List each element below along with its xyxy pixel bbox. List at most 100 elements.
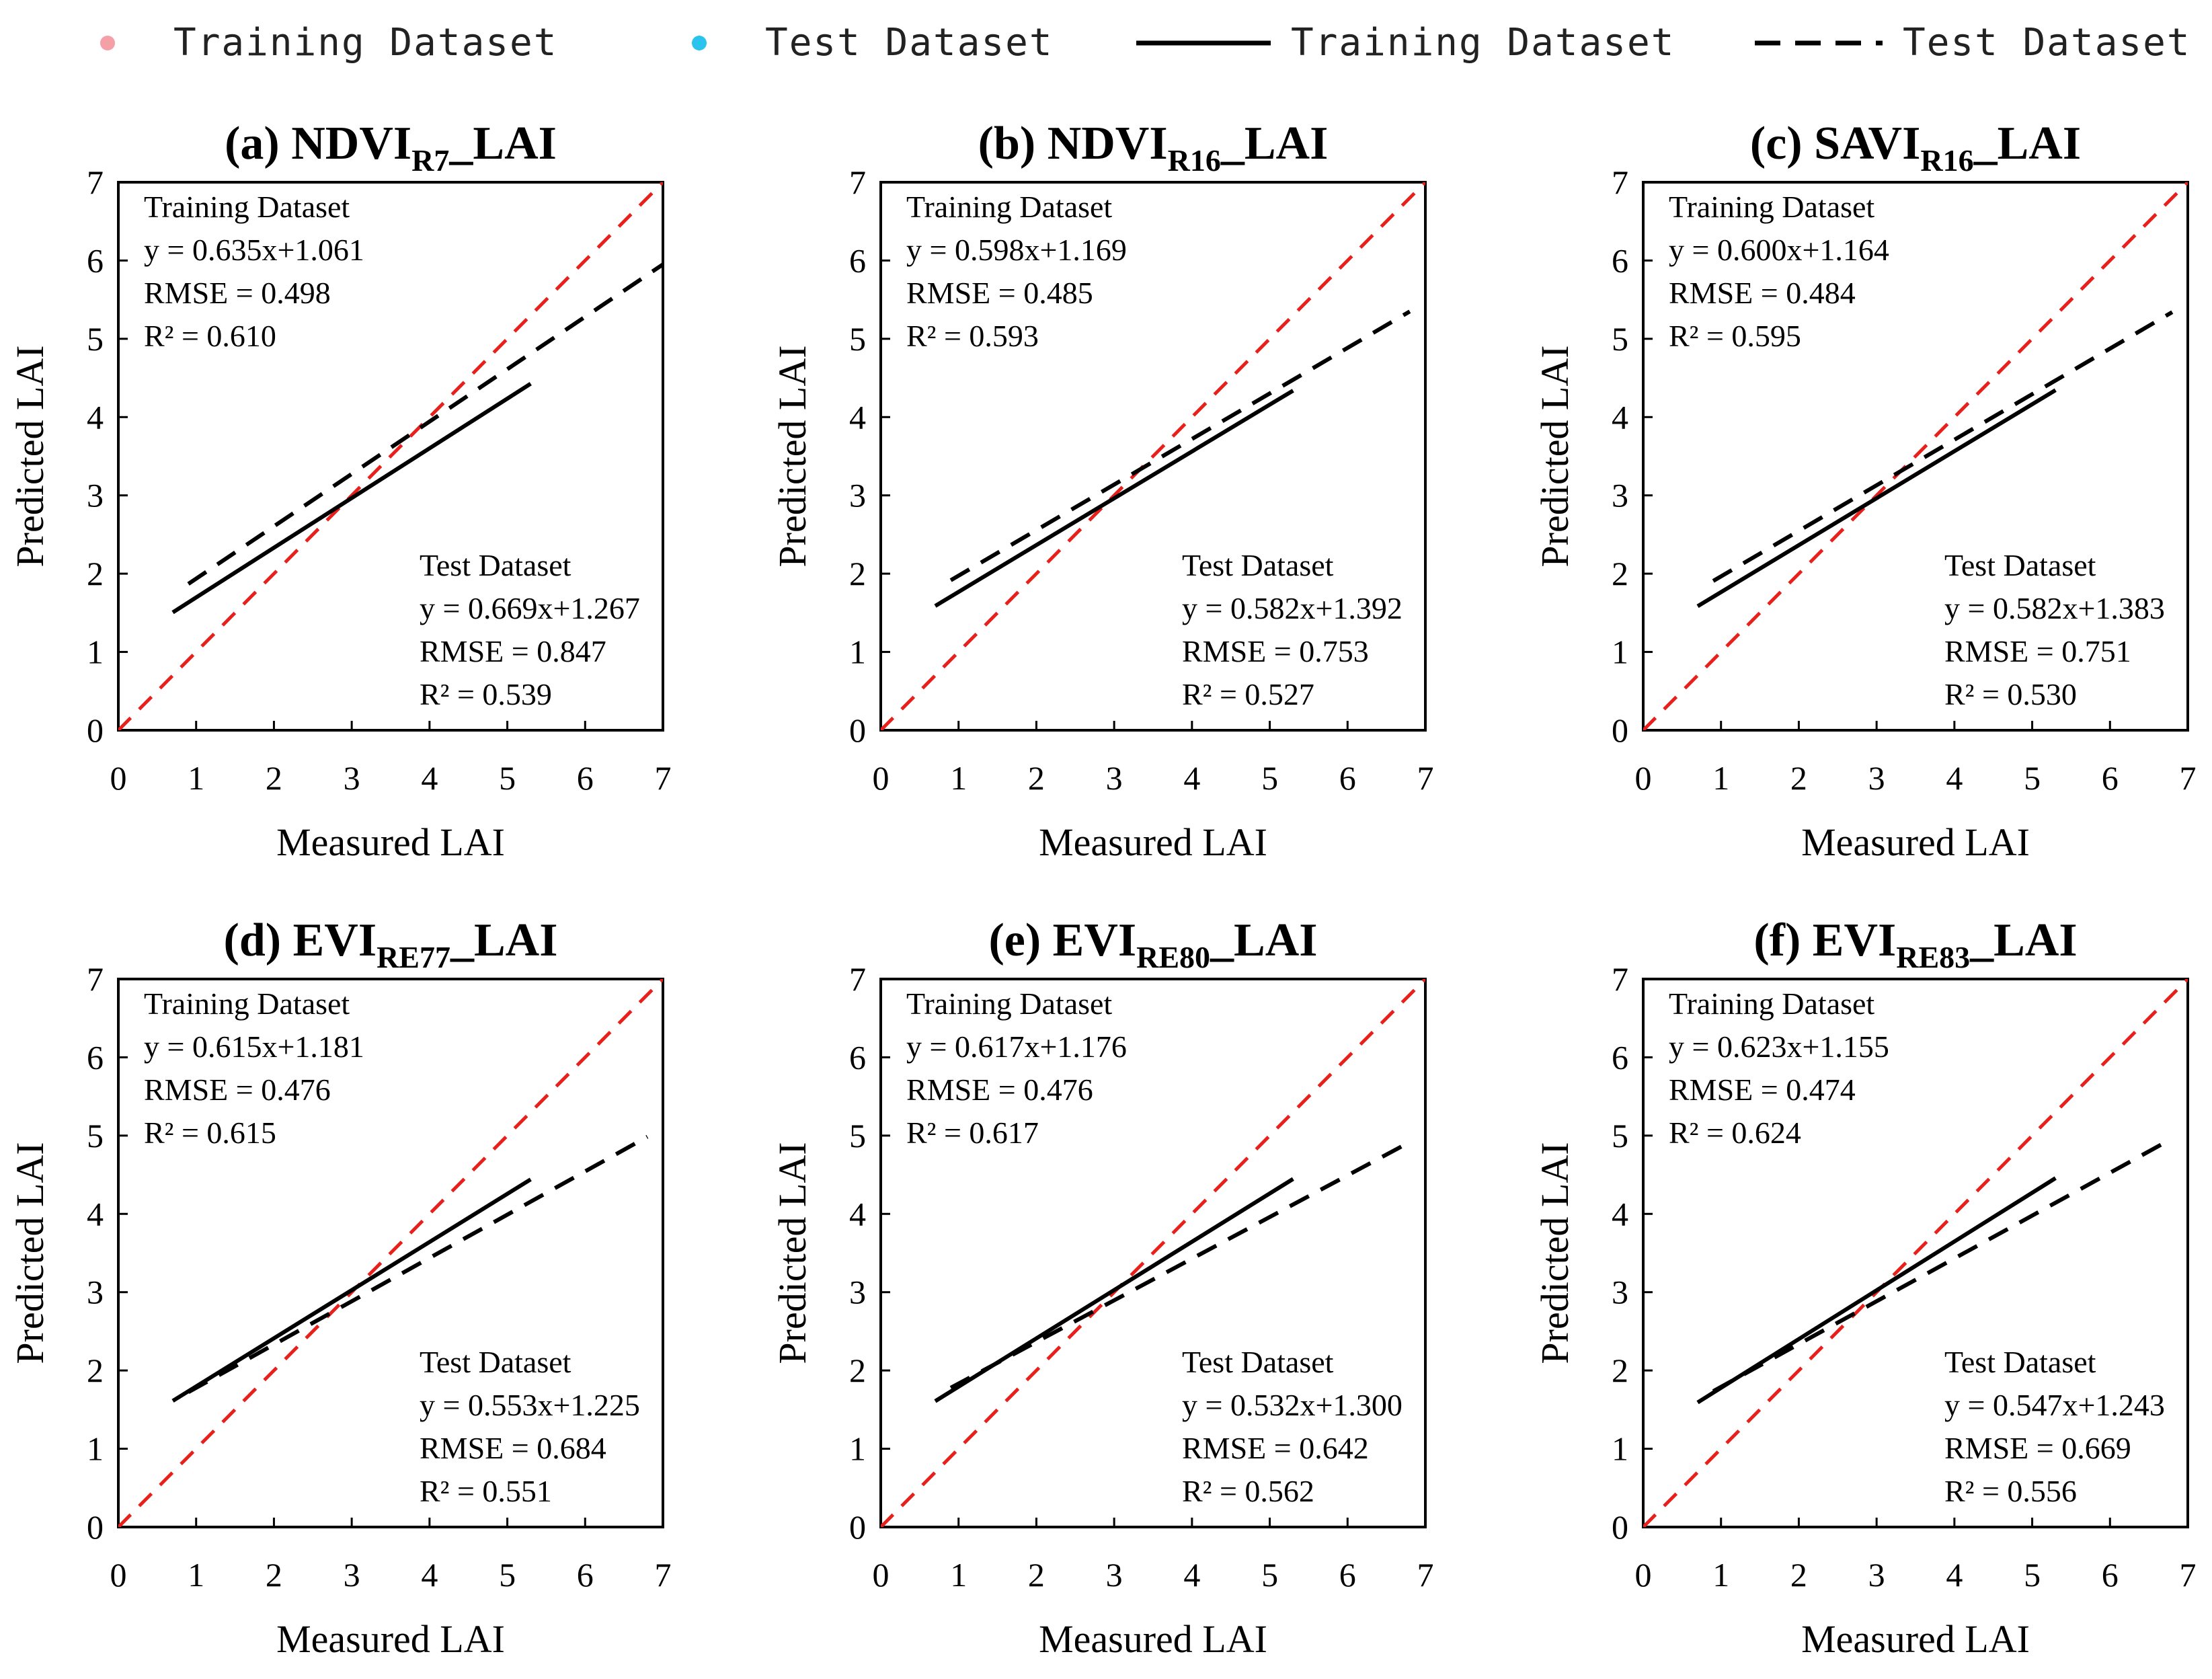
regression-lines	[118, 182, 663, 730]
y-tick-label: 7	[87, 960, 104, 998]
x-tick-label: 0	[873, 759, 890, 797]
training-annotation-heading: Training Dataset	[144, 190, 350, 224]
x-axis-label: Measured LAI	[276, 820, 505, 864]
test-annotation-equation: y = 0.582x+1.392	[1182, 591, 1403, 625]
y-axis-label: Predicted LAI	[771, 345, 814, 567]
training-annotation-r2: R² = 0.624	[1669, 1116, 1801, 1150]
regression-lines	[881, 979, 1425, 1527]
x-tick-label: 2	[1790, 759, 1807, 797]
training-annotation-r2: R² = 0.595	[1669, 319, 1801, 353]
y-axis-label: Predicted LAI	[8, 1142, 52, 1364]
x-tick-label: 5	[499, 1556, 516, 1594]
chart-title-main: (f) EVI	[1753, 914, 1896, 966]
x-tick-label: 3	[1106, 1556, 1123, 1594]
y-tick-label: 6	[849, 241, 866, 279]
identity-line	[118, 182, 663, 730]
y-tick-label: 5	[849, 1117, 866, 1155]
x-tick-label: 3	[344, 1556, 360, 1594]
x-tick-label: 7	[655, 1556, 672, 1594]
y-tick-label: 4	[1612, 398, 1628, 436]
training-fit-line	[171, 382, 532, 615]
x-tick-label: 4	[1183, 1556, 1200, 1594]
y-tick-label: 7	[1612, 960, 1628, 998]
identity-line	[1643, 182, 2188, 730]
chart-title-tail: _LAI	[1220, 118, 1328, 169]
training-annotation-heading: Training Dataset	[1669, 190, 1874, 224]
x-tick-label: 0	[1635, 1556, 1652, 1594]
chart-panel: (e) EVIRE80_LAI 00 1 1 2 2 3 3 4 4 5 5 6 6 7 7 Measured …	[771, 914, 1434, 1661]
x-tick-label: 1	[188, 1556, 204, 1594]
training-annotation-equation: y = 0.617x+1.176	[906, 1029, 1127, 1064]
y-axis-label: Predicted LAI	[1533, 345, 1577, 567]
training-annotation-heading: Training Dataset	[906, 986, 1112, 1021]
x-tick-label: 4	[1946, 759, 1963, 797]
chart-title: (f) EVIRE83_LAI	[1753, 914, 2077, 974]
x-tick-label: 1	[188, 759, 204, 797]
y-axis-label: Predicted LAI	[771, 1142, 814, 1364]
plot-frame	[117, 181, 664, 732]
test-fit-line	[1712, 310, 2174, 583]
training-annotation-equation: y = 0.598x+1.169	[906, 233, 1127, 267]
chart-title-main: (c) SAVI	[1750, 118, 1920, 169]
training-fit-line	[171, 1177, 532, 1403]
chart-title-main: (d) EVI	[224, 914, 377, 966]
plot-frame	[879, 978, 1427, 1528]
x-tick-label: 5	[1261, 759, 1278, 797]
training-annotation-heading: Training Dataset	[1669, 986, 1874, 1021]
chart-title-tail: _LAI	[1210, 914, 1317, 966]
test-annotation-r2: R² = 0.539	[420, 677, 552, 711]
training-annotation-equation: y = 0.615x+1.181	[144, 1029, 364, 1064]
x-tick-label: 7	[2180, 759, 2197, 797]
x-tick-label: 2	[266, 759, 282, 797]
y-tick-label: 0	[1612, 711, 1628, 749]
chart-panel: (c) SAVIR16_LAI 00 1 1 2 2 3 3 4 4 5 5 6 6 7 7 Measured …	[1533, 118, 2197, 864]
y-tick-label: 1	[87, 633, 104, 671]
chart-panel: (f) EVIRE83_LAI 00 1 1 2 2 3 3 4 4 5 5 6 6 7 7 Measured …	[1533, 914, 2197, 1661]
plot-frame	[1642, 978, 2189, 1528]
legend: Training Dataset Test Dataset Training Dat…	[100, 21, 2190, 65]
y-tick-label: 3	[849, 477, 866, 514]
identity-line	[118, 979, 663, 1527]
x-tick-label: 1	[950, 759, 967, 797]
training-fit-line	[1696, 388, 2057, 609]
test-annotation-heading: Test Dataset	[420, 1345, 571, 1379]
y-tick-label: 4	[87, 1195, 104, 1233]
y-tick-label: 6	[87, 1038, 104, 1076]
x-tick-label: 7	[655, 759, 672, 797]
y-tick-label: 3	[87, 1274, 104, 1311]
x-tick-label: 7	[1417, 759, 1434, 797]
y-tick-label: 2	[87, 1352, 104, 1389]
test-annotation-heading: Test Dataset	[420, 548, 571, 582]
training-annotation-rmse: RMSE = 0.476	[906, 1072, 1093, 1107]
test-annotation-rmse: RMSE = 0.669	[1944, 1431, 2131, 1465]
chart-title-main: (e) EVI	[988, 914, 1136, 966]
y-tick-label: 6	[87, 241, 104, 279]
identity-line	[1643, 979, 2188, 1527]
training-annotation-rmse: RMSE = 0.485	[906, 276, 1093, 310]
legend-item: Training Dataset	[1136, 21, 1673, 65]
x-tick-label: 7	[2180, 1556, 2197, 1594]
y-tick-label: 0	[87, 1508, 104, 1546]
x-tick-label: 3	[1106, 759, 1123, 797]
training-fit-line	[934, 389, 1294, 608]
chart-panel: (a) NDVIR7_LAI 00 1 1 2 2 3 3 4 4 5 5 6 6 7 7 Measured L…	[8, 118, 672, 864]
chart-title-subscript: R16	[1920, 143, 1973, 178]
y-tick-label: 3	[849, 1274, 866, 1311]
y-tick-label: 5	[1612, 1117, 1628, 1155]
x-tick-label: 2	[266, 1556, 282, 1594]
y-tick-label: 5	[87, 320, 104, 358]
test-annotation-equation: y = 0.547x+1.243	[1944, 1388, 2165, 1422]
chart-panel: (d) EVIRE77_LAI 00 1 1 2 2 3 3 4 4 5 5 6 6 7 7 Measured …	[8, 914, 672, 1661]
test-fit-line	[187, 262, 663, 586]
training-annotation-equation: y = 0.635x+1.061	[144, 233, 364, 267]
test-annotation-rmse: RMSE = 0.847	[420, 634, 606, 668]
y-axis-label: Predicted LAI	[1533, 1142, 1577, 1364]
training-annotation-r2: R² = 0.593	[906, 319, 1039, 353]
x-tick-label: 7	[1417, 1556, 1434, 1594]
training-annotation-rmse: RMSE = 0.484	[1669, 276, 1856, 310]
chart-title-tail: _LAI	[450, 914, 557, 966]
training-annotation-r2: R² = 0.610	[144, 319, 276, 353]
x-axis-label: Measured LAI	[1801, 1617, 2030, 1661]
legend-marker-point	[100, 36, 115, 50]
